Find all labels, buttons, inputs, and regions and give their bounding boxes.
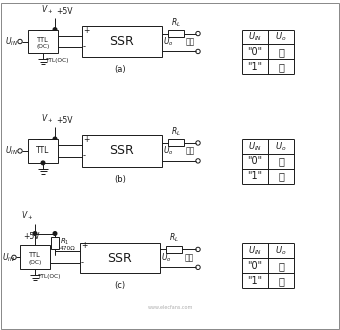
Text: TTL: TTL bbox=[37, 37, 49, 43]
Text: 通: 通 bbox=[278, 261, 284, 271]
Bar bbox=[166, 246, 182, 253]
Text: $U_o$: $U_o$ bbox=[161, 251, 172, 264]
Text: +5V: +5V bbox=[56, 7, 72, 16]
Text: $U_{IN}$: $U_{IN}$ bbox=[248, 245, 262, 257]
Text: $U_{IN}$: $U_{IN}$ bbox=[248, 31, 262, 43]
Text: 断: 断 bbox=[278, 276, 284, 286]
Text: $V_+$: $V_+$ bbox=[41, 113, 53, 125]
Bar bbox=[80, 244, 160, 273]
Text: 通: 通 bbox=[278, 156, 284, 166]
Text: $U_{IN}$: $U_{IN}$ bbox=[5, 145, 18, 157]
Bar bbox=[168, 140, 184, 147]
Text: "1": "1" bbox=[248, 171, 262, 181]
Text: "0": "0" bbox=[248, 47, 262, 57]
Circle shape bbox=[53, 137, 57, 141]
Text: (a): (a) bbox=[114, 65, 126, 74]
Bar bbox=[82, 135, 162, 167]
Text: (b): (b) bbox=[114, 175, 126, 184]
Text: $R_L$: $R_L$ bbox=[169, 232, 179, 245]
Circle shape bbox=[53, 28, 57, 31]
Text: www.elecfans.com: www.elecfans.com bbox=[147, 305, 193, 310]
Text: $U_{IN}$: $U_{IN}$ bbox=[2, 251, 15, 264]
Text: TTL: TTL bbox=[29, 252, 41, 258]
Text: (OC): (OC) bbox=[28, 260, 42, 265]
Text: SSR: SSR bbox=[109, 145, 134, 157]
Text: "1": "1" bbox=[248, 276, 262, 286]
Text: $R_L$: $R_L$ bbox=[171, 125, 181, 138]
Text: $U_o$: $U_o$ bbox=[275, 140, 287, 153]
Text: $V_+$: $V_+$ bbox=[41, 3, 53, 16]
Text: 电源: 电源 bbox=[184, 253, 193, 262]
Text: (c): (c) bbox=[115, 281, 125, 290]
Text: TTL(OC): TTL(OC) bbox=[37, 274, 61, 279]
Text: $U_o$: $U_o$ bbox=[163, 35, 174, 48]
Text: -: - bbox=[81, 258, 84, 267]
Text: +: + bbox=[83, 25, 89, 35]
Text: $U_o$: $U_o$ bbox=[163, 145, 174, 157]
Text: SSR: SSR bbox=[109, 35, 134, 48]
Text: "0": "0" bbox=[248, 156, 262, 166]
Text: "0": "0" bbox=[248, 261, 262, 271]
Text: $U_o$: $U_o$ bbox=[275, 31, 287, 43]
Text: "1": "1" bbox=[248, 62, 262, 72]
Text: $R_1$: $R_1$ bbox=[60, 236, 69, 247]
Bar bbox=[51, 238, 59, 249]
Text: $U_{IN}$: $U_{IN}$ bbox=[5, 35, 18, 48]
Circle shape bbox=[33, 232, 37, 235]
Text: $R_L$: $R_L$ bbox=[171, 16, 181, 29]
Text: TTL(OC): TTL(OC) bbox=[45, 58, 68, 63]
Text: TTL: TTL bbox=[36, 147, 50, 155]
Text: 断: 断 bbox=[278, 47, 284, 57]
Bar bbox=[28, 30, 58, 53]
Text: (OC): (OC) bbox=[36, 44, 50, 49]
Text: $V_+$: $V_+$ bbox=[21, 209, 33, 221]
Text: -: - bbox=[83, 42, 86, 51]
Bar bbox=[168, 30, 184, 37]
Text: -: - bbox=[83, 151, 86, 160]
Text: +5V: +5V bbox=[23, 232, 39, 241]
Text: $U_{IN}$: $U_{IN}$ bbox=[248, 140, 262, 153]
Text: 470Ω: 470Ω bbox=[60, 246, 76, 251]
Text: 通: 通 bbox=[278, 62, 284, 72]
Text: 电源: 电源 bbox=[185, 37, 194, 46]
Bar bbox=[28, 139, 58, 163]
Text: 电源: 电源 bbox=[185, 147, 194, 155]
Text: +: + bbox=[83, 135, 89, 144]
Text: SSR: SSR bbox=[108, 252, 132, 265]
Text: $U_o$: $U_o$ bbox=[275, 245, 287, 257]
Bar bbox=[20, 246, 50, 269]
Circle shape bbox=[41, 161, 45, 165]
Text: +: + bbox=[81, 242, 87, 250]
Text: 断: 断 bbox=[278, 171, 284, 181]
Circle shape bbox=[53, 232, 57, 235]
Text: +5V: +5V bbox=[56, 116, 72, 125]
Bar bbox=[82, 26, 162, 57]
